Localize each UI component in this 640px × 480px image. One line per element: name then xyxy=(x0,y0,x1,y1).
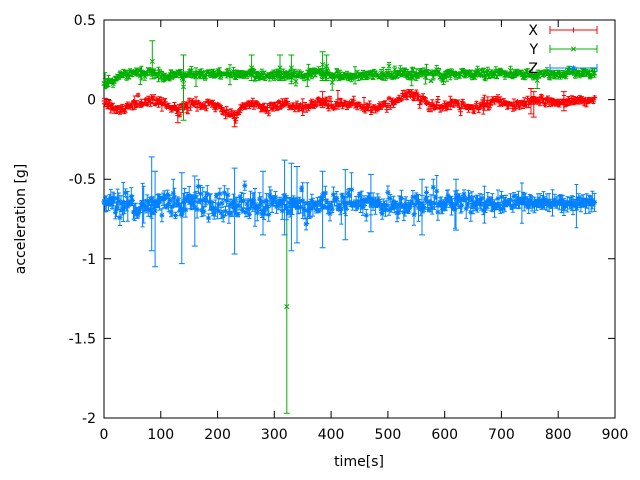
y-axis-title: acceleration [g] xyxy=(13,164,29,275)
data-series xyxy=(101,40,598,414)
series-X xyxy=(101,88,598,128)
x-tick-label: 600 xyxy=(431,427,458,443)
legend-label-Z: Z xyxy=(528,61,538,77)
legend-label-Y: Y xyxy=(528,42,538,58)
y-tick-label: -1 xyxy=(82,252,96,268)
series-Z xyxy=(101,156,598,268)
plot-frame xyxy=(103,19,616,419)
x-tick-label: 900 xyxy=(602,427,629,443)
y-tick-label: 0 xyxy=(87,93,96,109)
series-Z-errorbars xyxy=(102,156,597,268)
legend: XYZ xyxy=(528,23,598,77)
x-tick-label: 700 xyxy=(488,427,515,443)
series-Y-markers xyxy=(101,58,598,310)
x-tick-label: 500 xyxy=(375,427,402,443)
legend-sample-Y xyxy=(549,45,598,53)
x-tick-label: 400 xyxy=(318,427,345,443)
y-tick-label: 0.5 xyxy=(74,13,96,29)
plot-border xyxy=(103,19,616,419)
y-tick-label: -2 xyxy=(82,411,96,427)
axis-ticks: 0 100 200 300 400 500 600 700 800 900 -2 -1.5 -1 -0.5… xyxy=(69,13,629,443)
legend-label-X: X xyxy=(528,23,538,39)
x-tick-label: 200 xyxy=(204,427,231,443)
series-Y xyxy=(101,40,598,414)
y-tick-label: -0.5 xyxy=(69,172,96,188)
series-Z-markers xyxy=(101,183,598,227)
x-axis-title: time[s] xyxy=(334,454,384,470)
series-Y-errorbars xyxy=(102,40,597,414)
x-tick-label: 800 xyxy=(545,427,572,443)
x-tick-label: 0 xyxy=(100,427,109,443)
x-tick-label: 300 xyxy=(261,427,288,443)
legend-sample-X xyxy=(549,26,598,34)
x-tick-label: 100 xyxy=(147,427,174,443)
y-tick-label: -1.5 xyxy=(69,331,96,347)
series-X-markers xyxy=(101,89,598,124)
legend-sample-Z xyxy=(549,64,598,72)
